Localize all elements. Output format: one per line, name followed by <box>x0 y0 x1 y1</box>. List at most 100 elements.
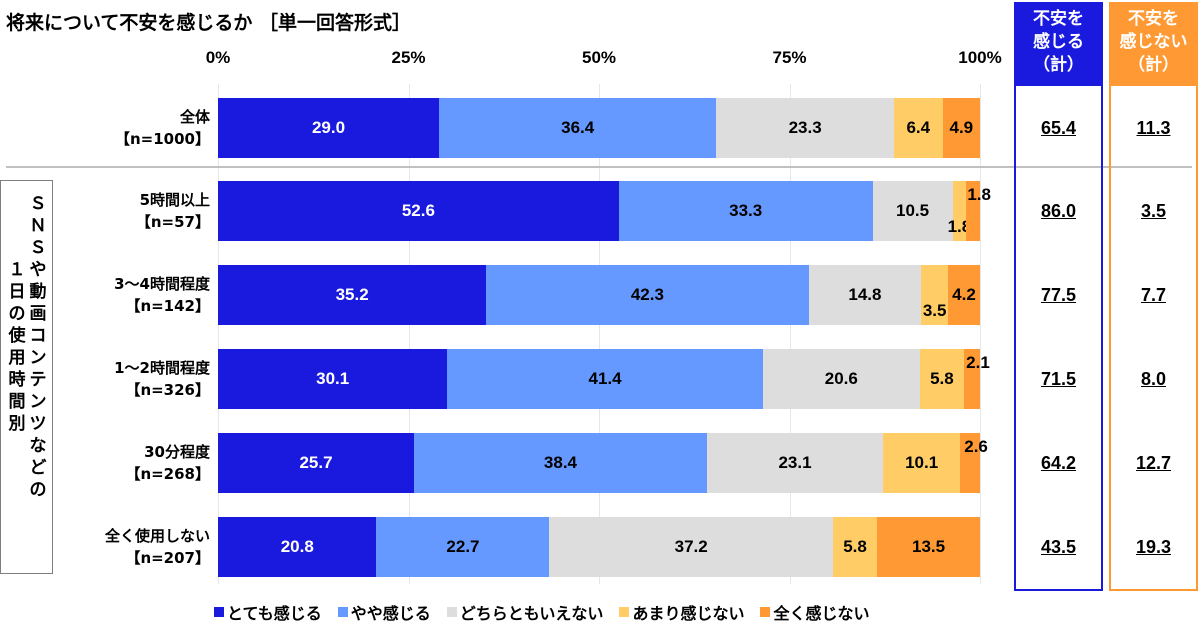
bar-segment <box>893 98 943 158</box>
not-anxious-total-value: 7.7 <box>1140 285 1167 305</box>
data-label: 36.4 <box>561 118 595 137</box>
not-anxious-total-value: 11.3 <box>1136 118 1171 138</box>
legend-label: どちらともいえない <box>459 604 604 623</box>
data-label: 1.8 <box>967 185 991 204</box>
not-anxious-total-value: 8.0 <box>1140 369 1167 389</box>
bar-segment <box>921 265 948 325</box>
anxious-total-column: 不安を 感じる （計） 65.4 86.0 77.5 71.5 64.2 43.5 <box>1014 2 1103 591</box>
x-tick-label: 75% <box>772 48 807 67</box>
stacked-bar: 29.0 36.4 23.3 6.4 4.9 <box>0 98 1200 158</box>
header-line: 不安を <box>1128 9 1179 29</box>
data-label: 4.2 <box>952 285 976 304</box>
bar-segment <box>486 265 809 325</box>
anxious-total-value: 86.0 <box>1040 201 1077 221</box>
data-label: 3.5 <box>922 301 947 320</box>
bar-segment <box>618 181 873 241</box>
bar-segment <box>438 98 717 158</box>
chart-title: 将来について不安を感じるか ［単一回答形式］ <box>6 12 412 34</box>
bar-segment <box>966 181 980 241</box>
data-label: 5.8 <box>843 537 867 556</box>
bar-segment <box>947 265 980 325</box>
legend-item: 全く感じない <box>760 600 869 624</box>
group-label-char: ツ <box>29 414 47 434</box>
data-label: 10.5 <box>896 201 930 220</box>
data-label: 42.3 <box>630 285 664 304</box>
gridline <box>599 84 600 584</box>
row-label: 3～4時間程度【n=142】 <box>114 273 210 317</box>
row-sample-size: 【n=142】 <box>125 297 210 315</box>
bar-segment <box>762 349 920 409</box>
stacked-bar: 30.1 41.4 20.6 5.8 2.1 <box>0 349 1200 409</box>
data-label: 6.4 <box>906 118 931 137</box>
legend-label: やや感じる <box>350 604 431 623</box>
legend-label: とても感じる <box>227 604 322 623</box>
data-label: 30.1 <box>316 369 350 388</box>
group-label-char: 間 <box>8 392 26 412</box>
group-label-char: 日 <box>8 282 26 302</box>
group-label-char: １ <box>8 260 26 280</box>
row-sample-size: 【n=326】 <box>125 381 210 399</box>
bar-segment <box>716 98 894 158</box>
data-label: 20.6 <box>824 369 858 388</box>
legend-swatch <box>446 607 457 617</box>
data-label: 37.2 <box>674 537 708 556</box>
legend-swatch <box>337 607 348 617</box>
gridline <box>218 84 219 584</box>
data-label: 23.1 <box>778 453 812 472</box>
legend-item: やや感じる <box>337 600 431 624</box>
not-anxious-total-value: 19.3 <box>1135 537 1172 557</box>
anxious-total-value: 64.2 <box>1040 453 1077 473</box>
bar-segment <box>218 98 439 158</box>
bar-segment <box>218 181 619 241</box>
header-line: （計） <box>1033 55 1084 75</box>
legend-swatch <box>214 607 224 617</box>
data-label: 10.1 <box>905 453 939 472</box>
bar-segment <box>376 517 550 577</box>
group-label-char: ど <box>29 458 47 478</box>
legend-label: 全く感じない <box>773 604 870 623</box>
legend-label: あまり感じない <box>632 604 745 623</box>
bar-segment <box>919 349 964 409</box>
bar-segment <box>942 98 980 158</box>
x-tick-label: 25% <box>391 48 426 67</box>
bar-segment <box>447 349 763 409</box>
data-label: 41.4 <box>588 369 622 388</box>
anxious-total-header: 不安を 感じる （計） <box>1016 4 1101 86</box>
legend-item: とても感じる <box>214 600 322 624</box>
row-category: 5時間以上 <box>139 191 210 209</box>
group-label-char: の <box>29 480 47 500</box>
data-label: 20.8 <box>280 537 314 556</box>
row-label: 5時間以上【n=57】 <box>136 189 210 233</box>
group-label-char: 動 <box>29 282 47 302</box>
group-label-char: の <box>8 304 26 324</box>
data-label: 29.0 <box>311 118 346 137</box>
row-label: 30分程度 【n=268】 <box>125 441 210 485</box>
gridline <box>408 84 410 584</box>
stacked-bar: 20.8 22.7 37.2 5.8 13.5 <box>0 517 1200 577</box>
not-anxious-total-value: 12.7 <box>1135 453 1172 473</box>
row-category: 1～2時間程度 <box>114 359 210 377</box>
data-label: 4.9 <box>949 118 974 137</box>
bar-segment <box>218 433 415 493</box>
group-label-char: Ｓ <box>29 194 47 214</box>
row-category: 30分程度 <box>144 443 210 461</box>
bar-segment <box>877 517 980 577</box>
group-label-char: Ｎ <box>29 216 47 236</box>
anxious-total-value: 65.4 <box>1040 118 1077 138</box>
data-label: 25.7 <box>299 453 333 472</box>
not-anxious-total-column: 不安を 感じない （計） 11.3 3.5 7.7 8.0 12.7 19.3 <box>1109 2 1198 591</box>
stacked-bar: 25.7 38.4 23.1 10.1 2.6 <box>0 433 1200 493</box>
header-line: 感じない <box>1119 32 1188 52</box>
bar-segment <box>549 517 833 577</box>
data-label: 1.8 <box>947 217 972 236</box>
header-line: （計） <box>1128 55 1179 75</box>
row-category: 3～4時間程度 <box>114 275 210 293</box>
row-sample-size: 【n=57】 <box>135 213 210 231</box>
group-label-char: な <box>29 436 47 456</box>
row-sample-size: 【n=207】 <box>125 549 210 567</box>
legend-item: どちらともいえない <box>446 600 604 624</box>
row-label: 1～2時間程度【n=326】 <box>114 357 210 401</box>
header-line: 感じる <box>1033 32 1084 52</box>
data-label: 38.4 <box>543 453 578 472</box>
